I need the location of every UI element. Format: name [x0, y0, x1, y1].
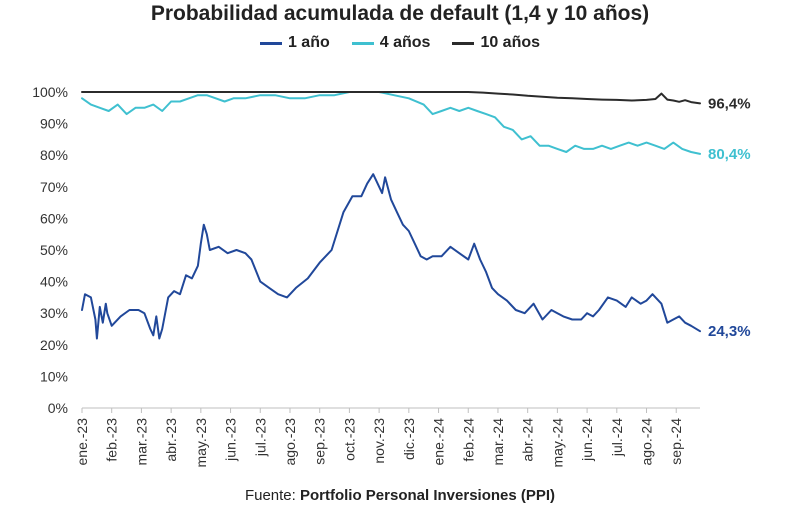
- x-tick-label: nov.-23: [371, 418, 387, 464]
- source-label: Fuente:: [244, 487, 296, 504]
- x-tick-label: mar.-23: [133, 418, 149, 466]
- y-tick-label: 50%: [40, 242, 68, 258]
- chart-title: Probabilidad acumulada de default (1,4 y…: [150, 2, 650, 25]
- legend-item-1-year: 1 año: [259, 34, 330, 52]
- end-labels: 24,3% 80,4% 96,4%: [708, 95, 751, 340]
- legend-item-4-years: 4 años: [351, 34, 431, 52]
- y-tick-label: 30%: [40, 305, 68, 321]
- legend-swatch-10-years: [452, 41, 475, 45]
- x-tick-label: sep.-23: [312, 418, 328, 465]
- x-tick-label: ene.-23: [74, 418, 90, 466]
- legend-label-4-years: 4 años: [379, 34, 431, 51]
- y-tick-label: 10%: [40, 368, 68, 384]
- x-axis: ene.-23 feb.-23 mar.-23 abr.-23 may.-23 jun.-…: [74, 407, 700, 468]
- legend-swatch-1-year: [259, 41, 282, 45]
- legend-item-10-years: 10 años: [452, 34, 540, 52]
- x-tick-label: jun.-24: [579, 418, 595, 462]
- series-line-4-years: [81, 91, 701, 155]
- y-tick-label: 20%: [40, 337, 68, 353]
- legend-label-1-year: 1 año: [287, 34, 330, 51]
- y-axis: 0% 10% 20% 30% 40% 50% 60% 70% 80% 90% 100%: [32, 84, 68, 416]
- x-tick-label: jul.-23: [252, 418, 268, 457]
- x-tick-label: ago.-23: [282, 418, 298, 466]
- end-label-1-year: 24,3%: [708, 323, 751, 340]
- legend-label-10-years: 10 años: [480, 34, 541, 51]
- x-tick-label: abr.-24: [520, 418, 536, 462]
- source-text: Portfolio Personal Inversiones (PPI): [299, 487, 556, 504]
- y-tick-label: 70%: [40, 179, 68, 195]
- y-tick-label: 80%: [40, 147, 68, 163]
- x-tick-label: may.-24: [549, 418, 565, 468]
- series-line-1-year: [81, 173, 701, 340]
- legend-swatch-4-years: [351, 41, 374, 45]
- x-tick-label: may.-23: [193, 418, 209, 468]
- y-tick-label: 90%: [40, 116, 68, 132]
- x-tick-label: feb.-24: [460, 418, 476, 462]
- end-label-10-years: 96,4%: [708, 95, 751, 112]
- x-tick-label: jul.-24: [609, 418, 625, 457]
- y-tick-label: 40%: [40, 274, 68, 290]
- series-lines: [81, 91, 701, 340]
- x-tick-label: ago.-24: [639, 418, 655, 466]
- x-tick-label: jun.-23: [223, 418, 239, 462]
- x-tick-label: feb.-23: [104, 418, 120, 462]
- y-tick-label: 60%: [40, 210, 68, 226]
- x-tick-label: oct.-23: [341, 418, 357, 461]
- end-label-4-years: 80,4%: [708, 146, 751, 163]
- x-tick-label: sep.-24: [668, 418, 684, 465]
- x-tick-label: abr.-23: [163, 418, 179, 462]
- x-tick-label: mar.-24: [490, 418, 506, 466]
- y-tick-label: 0%: [48, 400, 68, 416]
- series-line-10-years: [81, 91, 701, 105]
- x-tick-label: ene.-24: [431, 418, 447, 466]
- source-note: Fuente: Portfolio Personal Inversiones (…: [0, 487, 800, 504]
- y-tick-label: 100%: [32, 84, 68, 100]
- legend: 1 año 4 años 10 años: [0, 34, 800, 52]
- x-tick-label: dic.-23: [401, 418, 417, 460]
